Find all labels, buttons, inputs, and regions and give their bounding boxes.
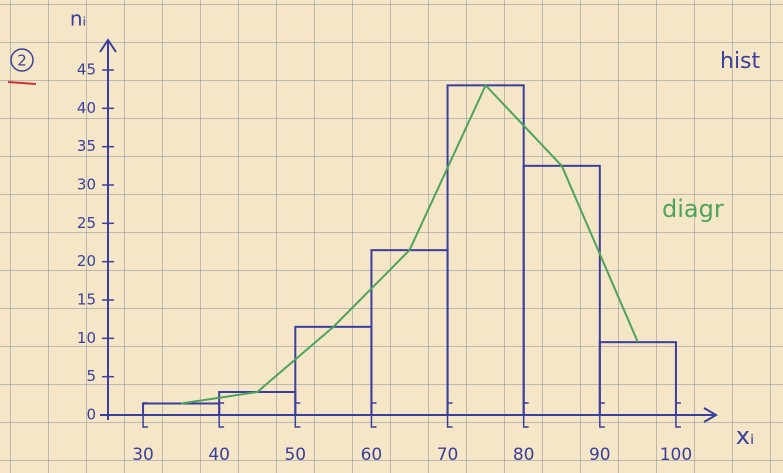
y-tick-label: 45 [77,61,96,79]
graph-paper: 2 nᵢ xᵢ hist diagr 0 5 10 15 20 25 30 35 40 45 30 4… [0,0,783,473]
y-tick-label: 20 [77,252,96,270]
annotation: diagr [662,195,724,223]
y-axis-label: nᵢ [70,7,86,31]
y-tick-label: 15 [77,291,96,309]
y-tick-label: 5 [86,367,96,385]
bar [143,404,219,416]
y-tick-label: 35 [77,137,96,155]
x-tick-label: 100 [660,445,692,465]
annotation: hist [720,49,761,74]
bar [600,342,676,415]
y-tick-label: 40 [77,99,96,117]
chart: 2 nᵢ xᵢ hist diagr 0 5 10 15 20 25 30 35 40 45 30 4… [0,0,783,473]
y-tick-label: 30 [77,176,96,194]
frequency-polygon [181,85,638,403]
exercise-number: 2 [17,52,27,70]
x-axis-label: xᵢ [736,422,755,450]
bar [295,327,371,415]
x-tick-label: 40 [208,445,230,465]
x-tick-label: 70 [437,445,459,465]
bar [371,250,447,415]
x-tick-label: 90 [589,445,611,465]
x-tick-label: 30 [132,445,154,465]
x-tick-label: 80 [513,445,535,465]
bar [524,166,600,415]
bar [448,85,524,415]
underline [8,82,36,84]
x-tick-label: 60 [361,445,383,465]
y-tick-label: 10 [77,329,96,347]
x-tick-label: 50 [284,445,306,465]
y-tick-label: 0 [86,406,96,424]
y-tick-label: 25 [77,214,96,232]
